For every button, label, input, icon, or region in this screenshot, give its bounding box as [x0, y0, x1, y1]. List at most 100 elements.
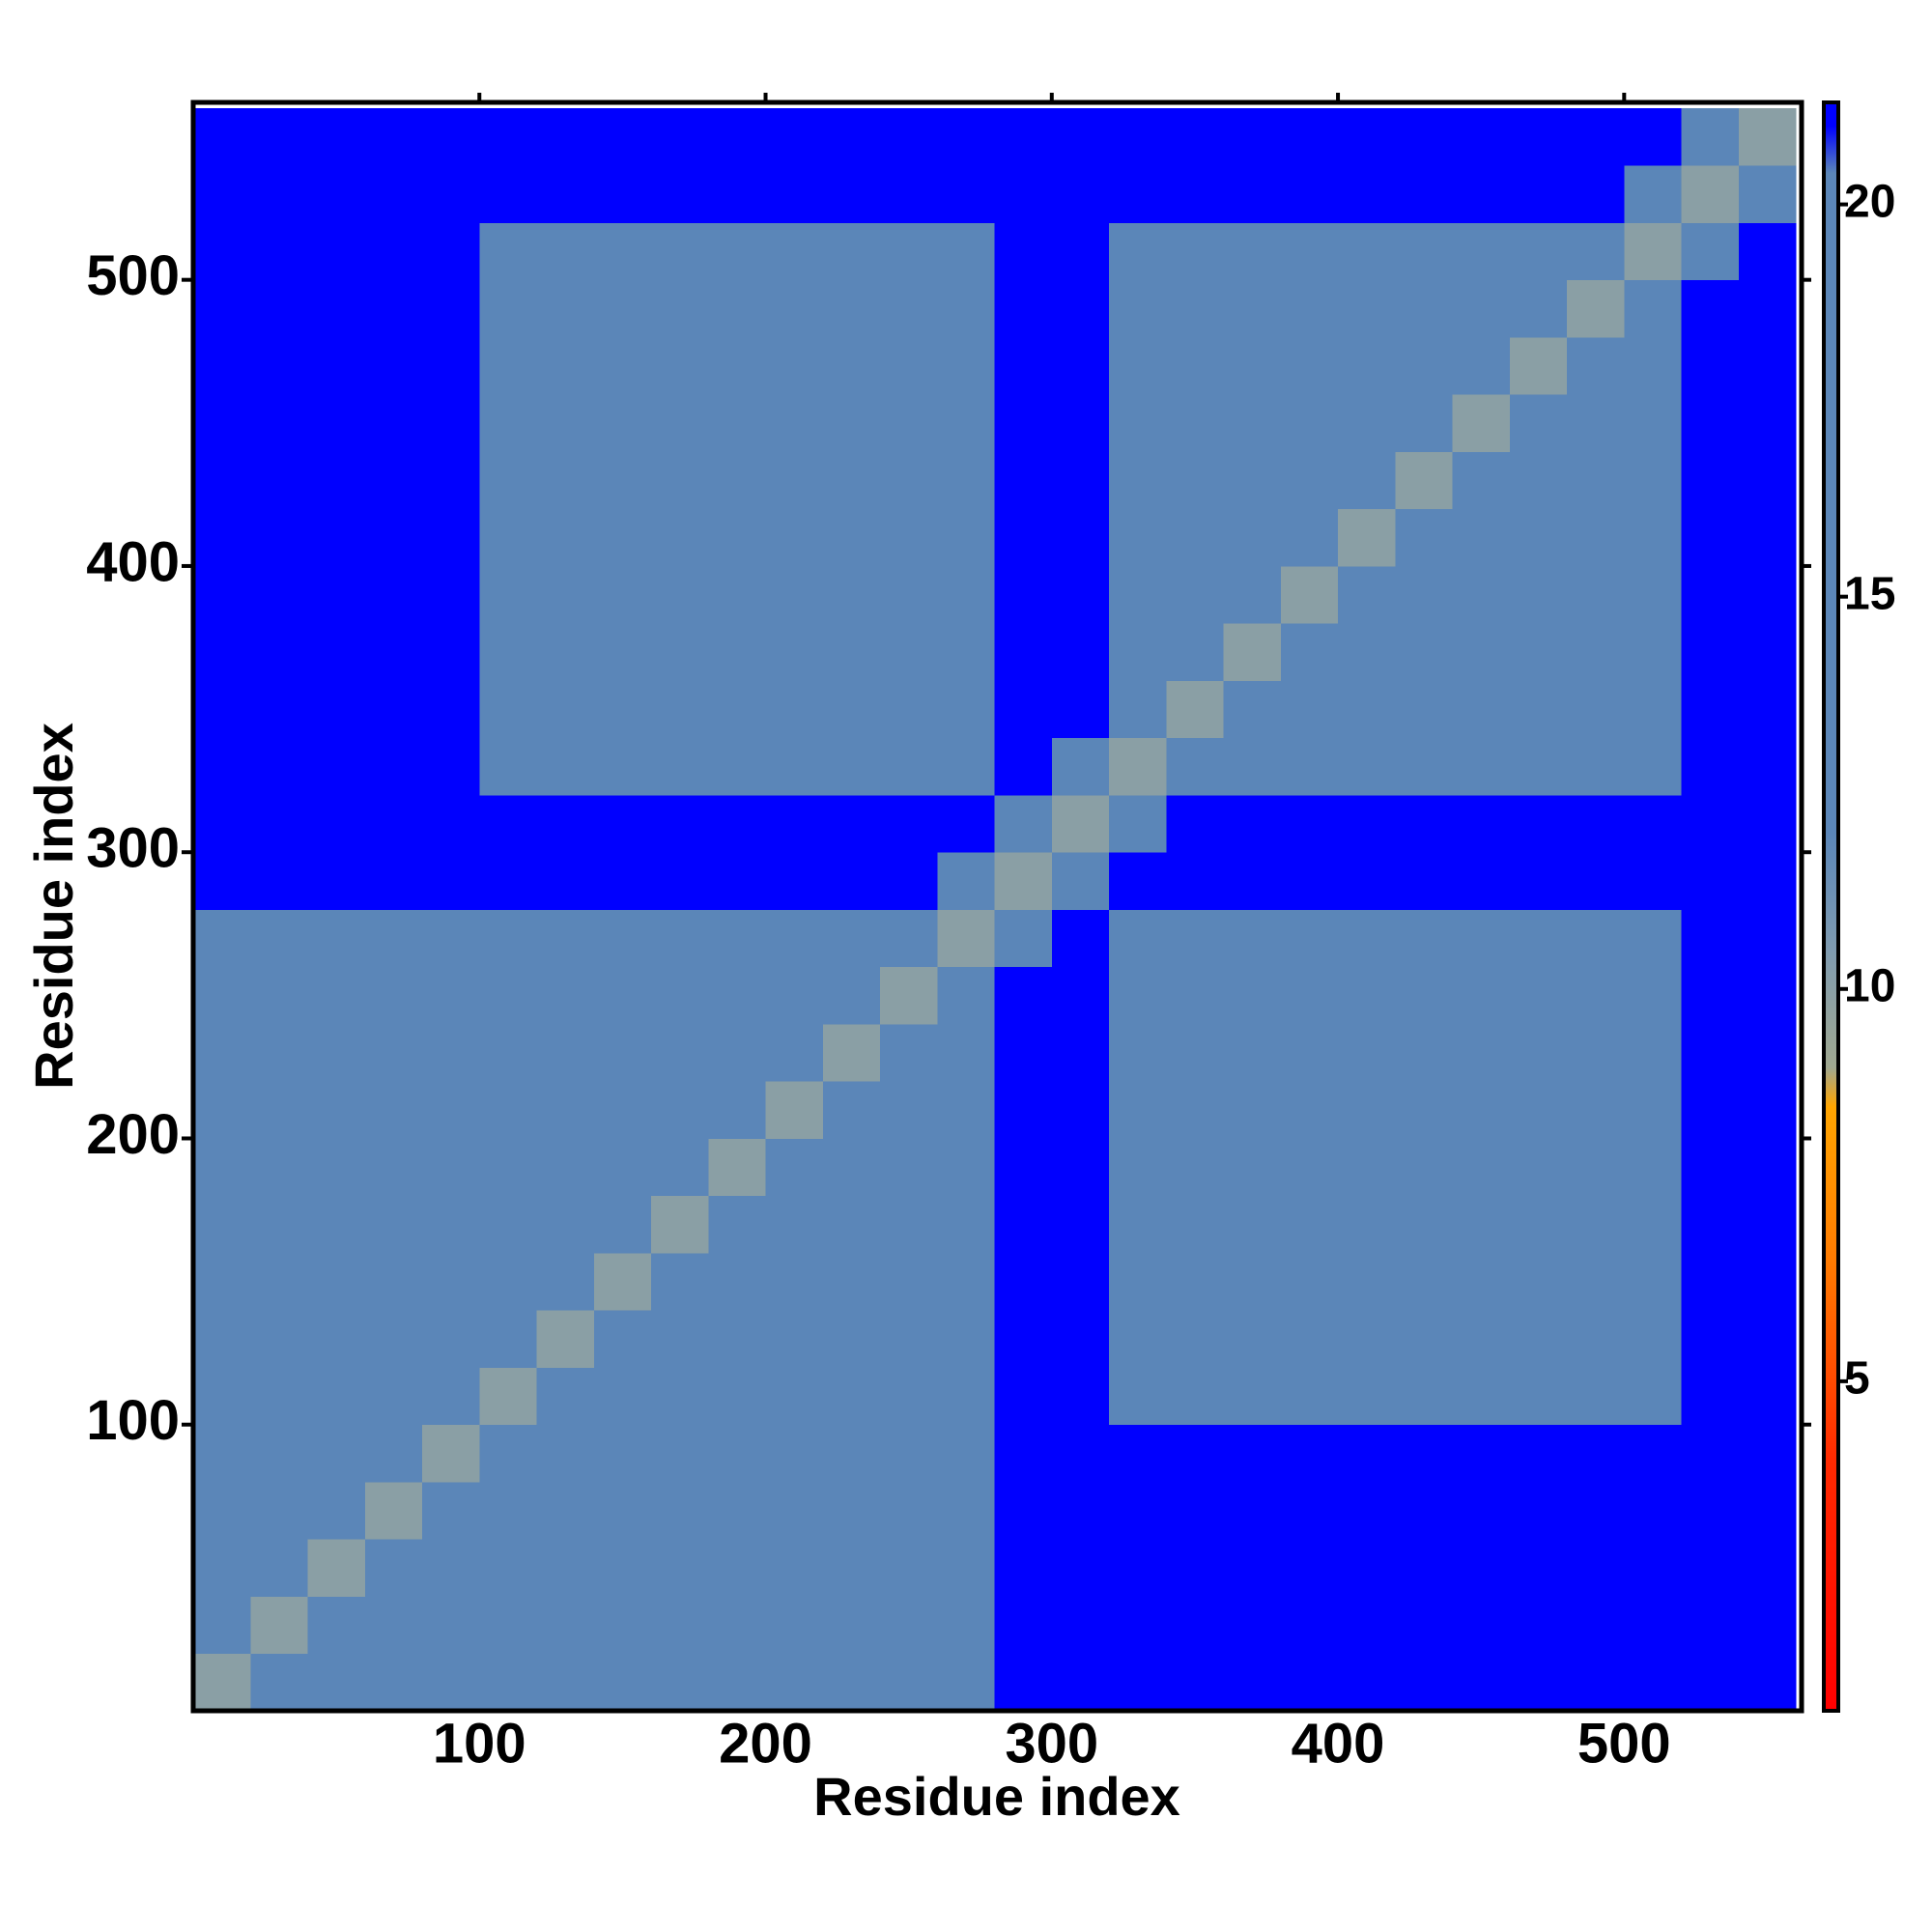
heatmap-cell	[994, 1367, 1053, 1426]
heatmap-cell	[593, 565, 652, 624]
heatmap-cell	[994, 1138, 1053, 1197]
heatmap-cell	[1567, 794, 1625, 853]
heatmap-cell	[536, 336, 595, 395]
heatmap-cell	[1624, 451, 1683, 510]
heatmap-cell	[1338, 1596, 1396, 1655]
heatmap-cell	[193, 737, 251, 796]
heatmap-cell	[479, 852, 538, 910]
heatmap-cell	[1280, 1081, 1339, 1139]
heatmap-cell	[651, 852, 709, 910]
heatmap-cell	[1681, 508, 1740, 567]
heatmap-cell	[593, 1252, 652, 1311]
heatmap-cell	[937, 165, 996, 223]
heatmap-cell	[307, 1653, 366, 1712]
heatmap-cell	[1051, 1539, 1110, 1597]
heatmap-cell	[250, 565, 309, 624]
heatmap-cell	[1395, 279, 1454, 338]
heatmap-cell	[250, 623, 309, 681]
heatmap-cell	[1624, 1310, 1683, 1368]
heatmap-cell	[1738, 680, 1797, 739]
heatmap-cell	[364, 794, 423, 853]
heatmap-cell	[1280, 794, 1339, 853]
heatmap-cell	[1452, 451, 1511, 510]
heatmap-cell	[765, 1596, 824, 1655]
heatmap-cell	[994, 1023, 1053, 1082]
heatmap-cell	[536, 909, 595, 968]
heatmap-cell	[1166, 279, 1225, 338]
heatmap-cell	[1624, 680, 1683, 739]
heatmap-cell	[1738, 508, 1797, 567]
heatmap-cell	[1395, 1367, 1454, 1426]
heatmap-cell	[994, 1424, 1053, 1483]
heatmap-cell	[250, 451, 309, 510]
heatmap-cell	[937, 1252, 996, 1311]
heatmap-cell	[1109, 852, 1167, 910]
heatmap-cell	[250, 508, 309, 567]
heatmap-cell	[307, 737, 366, 796]
heatmap-cell	[1395, 1424, 1454, 1483]
heatmap-cell	[479, 279, 538, 338]
heatmap-cell	[1452, 1367, 1511, 1426]
heatmap-cell	[937, 1481, 996, 1540]
heatmap-cell	[651, 909, 709, 968]
heatmap-cell	[1051, 680, 1110, 739]
heatmap-cell	[1452, 1023, 1511, 1082]
heatmap-cell	[1109, 107, 1167, 166]
heatmap-cell	[1280, 1653, 1339, 1712]
heatmap-cell	[651, 1653, 709, 1712]
heatmap-cell	[1567, 336, 1625, 395]
heatmap-cell	[1395, 1596, 1454, 1655]
heatmap-cell	[536, 966, 595, 1025]
heatmap-cell	[1338, 737, 1396, 796]
heatmap-cell	[1395, 1539, 1454, 1597]
heatmap-cell	[307, 966, 366, 1025]
heatmap-cell	[422, 852, 480, 910]
heatmap-cell	[1280, 1539, 1339, 1597]
heatmap-cell	[880, 794, 938, 853]
heatmap-cell	[1452, 1596, 1511, 1655]
heatmap-cell	[1338, 794, 1396, 853]
heatmap-cell	[1681, 565, 1740, 624]
heatmap-cell	[1738, 336, 1797, 395]
heatmap-cell	[880, 623, 938, 681]
heatmap-cell	[1738, 1539, 1797, 1597]
heatmap-cell	[1395, 966, 1454, 1025]
heatmap-cell	[1051, 451, 1110, 510]
heatmap-cell	[193, 165, 251, 223]
heatmap-cell	[708, 1310, 767, 1368]
heatmap-cell	[880, 508, 938, 567]
heatmap-cell	[1509, 1539, 1568, 1597]
heatmap-cell	[651, 794, 709, 853]
heatmap-cell	[651, 737, 709, 796]
heatmap-cell	[994, 966, 1053, 1025]
heatmap-cell	[593, 508, 652, 567]
heatmap-cell	[1567, 1310, 1625, 1368]
heatmap-cell	[651, 1252, 709, 1311]
heatmap-cell	[1223, 222, 1282, 281]
heatmap-cell	[307, 107, 366, 166]
heatmap-cell	[1738, 623, 1797, 681]
heatmap-cell	[1452, 623, 1511, 681]
heatmap-cell	[1166, 1539, 1225, 1597]
heatmap-cell	[1166, 1023, 1225, 1082]
heatmap-cell	[422, 336, 480, 395]
heatmap-cell	[479, 680, 538, 739]
heatmap-cell	[479, 1367, 538, 1426]
heatmap-cell	[193, 966, 251, 1025]
heatmap-cell	[479, 909, 538, 968]
heatmap-cell	[193, 508, 251, 567]
heatmap-cell	[994, 508, 1053, 567]
heatmap-cell	[1280, 1310, 1339, 1368]
heatmap-cell	[422, 107, 480, 166]
heatmap-cell	[422, 1367, 480, 1426]
heatmap-cell	[1338, 222, 1396, 281]
heatmap-cell	[1109, 336, 1167, 395]
heatmap-cell	[479, 1539, 538, 1597]
heatmap-cell	[1338, 1424, 1396, 1483]
heatmap-cell	[479, 794, 538, 853]
heatmap-cell	[593, 279, 652, 338]
colorbar-tick-label: 10	[1844, 960, 1895, 1011]
heatmap-cell	[536, 222, 595, 281]
heatmap-cell	[1567, 1653, 1625, 1712]
heatmap-cell	[1109, 1138, 1167, 1197]
